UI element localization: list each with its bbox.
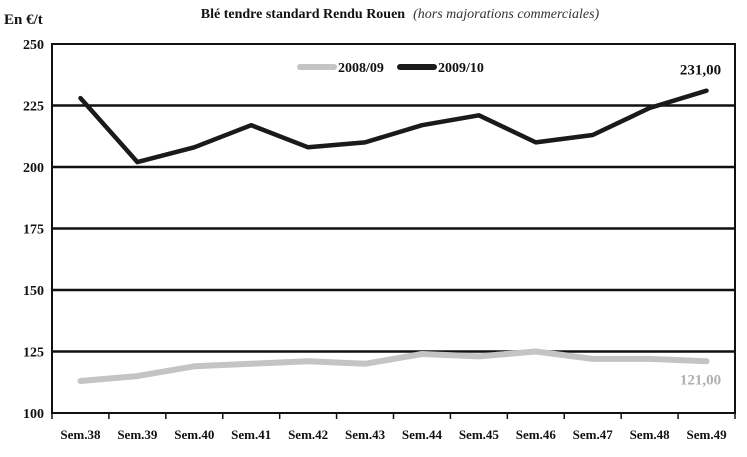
x-tick-label-Sem.43: Sem.43 [345, 427, 386, 442]
end-labels: 121,00 231,00 [680, 63, 721, 389]
x-tick-label-Sem.46: Sem.46 [516, 427, 557, 442]
series-line-2008/09 [77, 348, 710, 384]
x-tick-label-Sem.47: Sem.47 [573, 427, 614, 442]
x-tick-label-Sem.40: Sem.40 [174, 427, 214, 442]
data-series [77, 88, 710, 384]
y-tick-label-100: 100 [23, 407, 44, 422]
x-tick-label-Sem.49: Sem.49 [686, 427, 727, 442]
y-tick-label-250: 250 [23, 38, 44, 53]
series-line-2009/10 [78, 88, 709, 165]
legend: 2008/09 2009/10 [297, 61, 484, 76]
x-tick-label-Sem.45: Sem.45 [459, 427, 500, 442]
y-tick-label-175: 175 [23, 223, 44, 238]
x-tick-label-Sem.41: Sem.41 [231, 427, 271, 442]
chart-subtitle: (hors majorations commerciales) [413, 7, 599, 22]
x-tick-label-Sem.48: Sem.48 [630, 427, 671, 442]
y-axis-ticks: 100 125 150 175 200 225 250 [23, 38, 44, 422]
y-tick-label-225: 225 [23, 100, 44, 115]
chart-title-main: Blé tendre standard Rendu Rouen [201, 7, 406, 22]
legend-label-2009/10: 2009/10 [438, 61, 484, 76]
y-tick-label-125: 125 [23, 346, 44, 361]
end-value-label-2008/09: 121,00 [680, 372, 721, 388]
y-tick-label-150: 150 [23, 284, 44, 299]
chart-title: Blé tendre standard Rendu Rouen (hors ma… [201, 5, 600, 22]
x-tick-label-Sem.38: Sem.38 [60, 427, 101, 442]
x-axis-ticks: Sem.38 Sem.39 Sem.40 Sem.41 Sem.42 Sem.43 Sem.… [51, 413, 736, 442]
y-axis-unit-label: En €/t [4, 12, 43, 28]
y-tick-label-200: 200 [23, 161, 44, 176]
x-tick-label-Sem.44: Sem.44 [402, 427, 443, 442]
end-value-label-2009/10: 231,00 [680, 63, 721, 79]
x-tick-label-Sem.42: Sem.42 [288, 427, 328, 442]
legend-label-2008/09: 2008/09 [338, 61, 384, 76]
x-tick-label-Sem.39: Sem.39 [117, 427, 158, 442]
